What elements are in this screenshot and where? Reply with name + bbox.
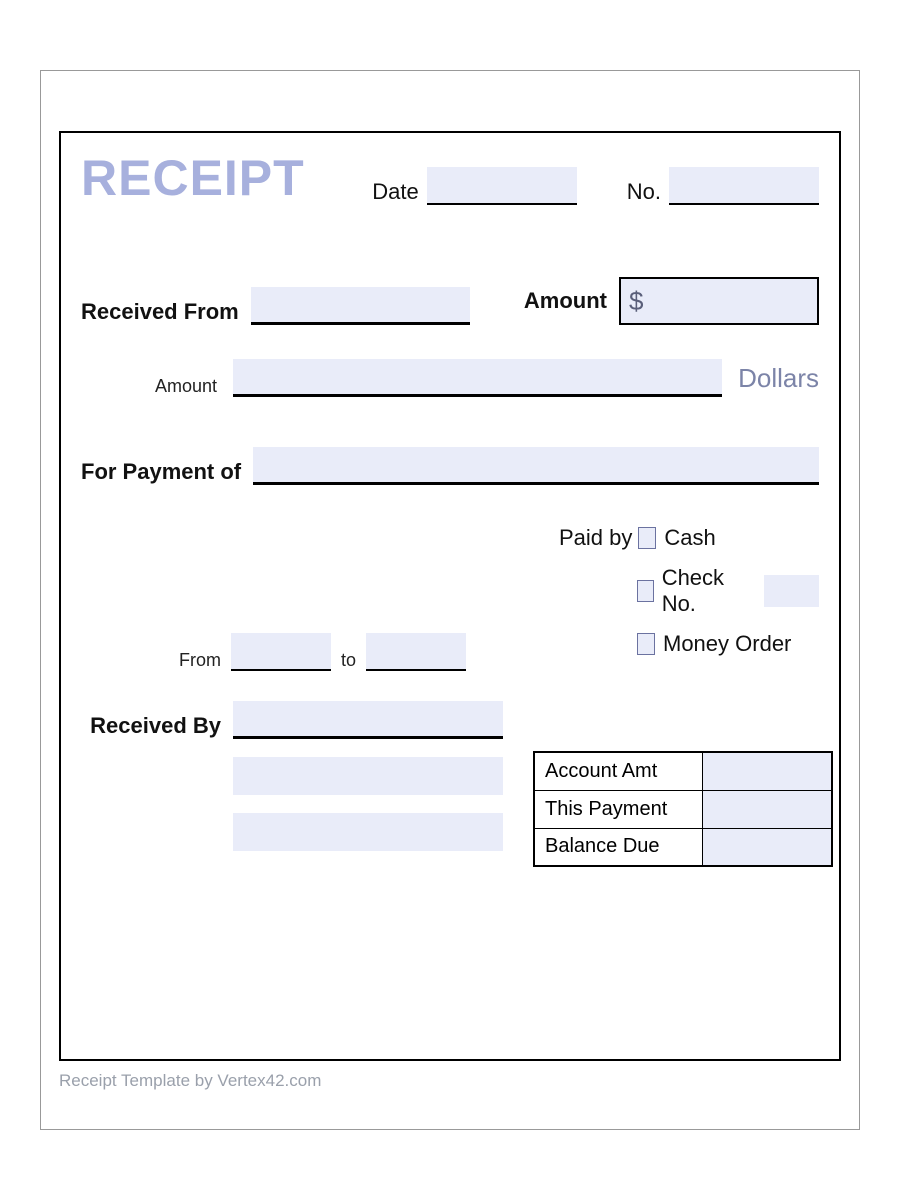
checkbox-cash[interactable] [638,527,656,549]
checkbox-check[interactable] [637,580,654,602]
from-input[interactable] [231,633,331,671]
amount-box-input[interactable]: $ [619,277,819,325]
received-from-input[interactable] [251,287,470,325]
balance-due-label: Balance Due [534,828,702,866]
balance-due-value[interactable] [702,828,832,866]
currency-symbol: $ [629,286,643,317]
received-by-extra2[interactable] [233,813,503,851]
date-label: Date [372,179,418,205]
received-by-label: Received By [81,713,221,739]
receipt-box: RECEIPT Date No. Received From Amount $ [59,131,841,1061]
payment-of-input[interactable] [253,447,819,485]
account-amt-value[interactable] [702,752,832,790]
this-payment-label: This Payment [534,790,702,828]
amount-words-label: Amount [81,376,221,397]
no-input[interactable] [669,167,819,205]
amount-words-input[interactable] [233,359,722,397]
payment-of-label: For Payment of [81,459,241,485]
date-group: Date [372,167,576,205]
no-group: No. [627,167,819,205]
page-frame: RECEIPT Date No. Received From Amount $ [40,70,860,1130]
received-by-extra1[interactable] [233,757,503,795]
from-label: From [81,650,221,671]
to-label: to [341,650,356,671]
summary-table: Account Amt This Payment Balance Due [533,751,833,867]
paid-by-group: Paid by Cash Check No. Money Order [559,525,819,671]
check-label: Check No. [662,565,756,617]
dollars-suffix: Dollars [738,363,819,394]
footer-text: Receipt Template by Vertex42.com [59,1071,841,1091]
check-no-input[interactable] [764,575,819,607]
money-order-label: Money Order [663,631,791,657]
receipt-title: RECEIPT [81,149,305,207]
date-input[interactable] [427,167,577,205]
cash-label: Cash [664,525,715,551]
header-row: RECEIPT Date No. [81,149,819,207]
this-payment-value[interactable] [702,790,832,828]
account-amt-label: Account Amt [534,752,702,790]
received-from-label: Received From [81,299,239,325]
amount-label: Amount [524,288,607,314]
received-by-input[interactable] [233,701,503,739]
checkbox-money-order[interactable] [637,633,655,655]
paid-by-label: Paid by [559,525,632,551]
to-input[interactable] [366,633,466,671]
no-label: No. [627,179,661,205]
